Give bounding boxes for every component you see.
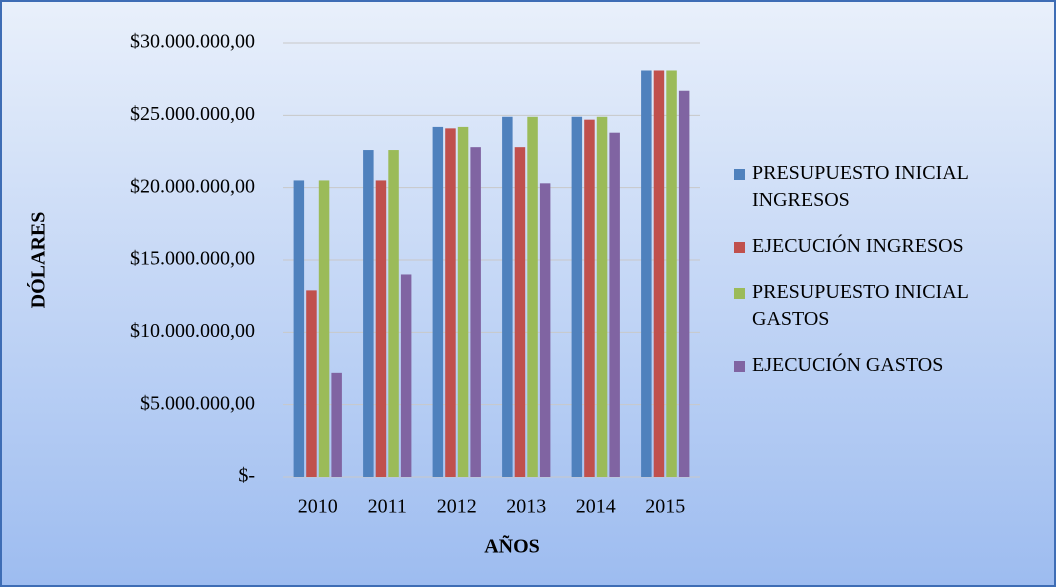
legend-swatch [734, 169, 745, 180]
bar [641, 70, 652, 477]
legend-item: PRESUPUESTO INICIAL INGRESOS [734, 160, 1044, 214]
x-tick-label: 2011 [368, 496, 407, 518]
bar [306, 290, 317, 477]
legend-swatch [734, 288, 745, 299]
bar [653, 70, 665, 477]
bar [609, 132, 620, 477]
bar [445, 128, 456, 477]
legend-label: PRESUPUESTO INICIAL INGRESOS [752, 162, 969, 211]
x-tick-label: 2015 [645, 496, 685, 518]
y-tick-label: $- [238, 465, 255, 487]
bar [318, 180, 330, 477]
bar [363, 150, 374, 477]
bar [502, 116, 513, 477]
y-tick-label: $5.000.000,00 [140, 392, 255, 414]
y-tick-label: $10.000.000,00 [130, 320, 255, 342]
bar [375, 180, 387, 477]
bar [596, 116, 608, 477]
legend-item: PRESUPUESTO INICIAL GASTOS [734, 279, 1044, 333]
legend-label: PRESUPUESTO INICIAL GASTOS [752, 281, 969, 330]
bar [527, 116, 538, 477]
y-axis-title: DÓLARES [26, 212, 50, 309]
bar [293, 180, 305, 477]
legend-swatch [734, 242, 745, 253]
y-tick-label: $25.000.000,00 [130, 103, 255, 125]
bar [331, 372, 342, 477]
x-tick-label: 2013 [506, 496, 546, 518]
bar [400, 274, 412, 477]
legend-label: EJECUCIÓN GASTOS [752, 354, 944, 376]
bar [432, 126, 444, 477]
x-tick-label: 2014 [576, 496, 616, 518]
x-tick-label: 2012 [437, 496, 477, 518]
bar [571, 116, 583, 477]
bar [457, 126, 469, 477]
bar [514, 147, 526, 477]
legend-swatch [734, 361, 745, 372]
bar [666, 70, 677, 477]
bar [539, 183, 551, 477]
y-tick-label: $30.000.000,00 [130, 31, 255, 53]
legend-label: EJECUCIÓN INGRESOS [752, 235, 964, 257]
y-tick-label: $20.000.000,00 [130, 175, 255, 197]
legend-item: EJECUCIÓN GASTOS [734, 352, 1044, 379]
bar [470, 147, 481, 477]
bar [678, 90, 690, 478]
y-tick-label: $15.000.000,00 [130, 248, 255, 270]
bar [388, 150, 399, 477]
x-axis-title: AÑOS [484, 535, 540, 558]
bar [584, 119, 595, 477]
legend-item: EJECUCIÓN INGRESOS [734, 233, 1044, 260]
x-tick-label: 2010 [298, 496, 338, 518]
legend: PRESUPUESTO INICIAL INGRESOS EJECUCIÓN IN… [734, 160, 1044, 398]
